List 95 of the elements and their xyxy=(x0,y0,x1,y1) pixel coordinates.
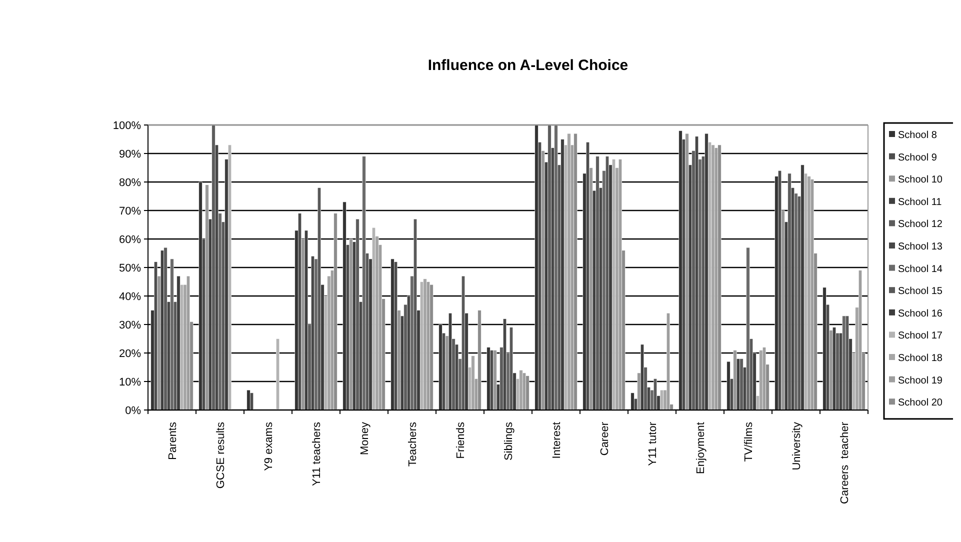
x-tick-label: Teachers xyxy=(407,422,419,467)
bar xyxy=(842,316,846,410)
bar xyxy=(630,392,634,410)
y-tick-label: 10% xyxy=(118,376,142,388)
bar xyxy=(362,156,366,410)
bar xyxy=(176,276,180,410)
bar xyxy=(704,133,708,410)
legend-label: School 16 xyxy=(898,308,943,320)
bar xyxy=(170,258,174,410)
y-tick-label: 60% xyxy=(118,234,142,246)
legend-label: School 9 xyxy=(898,152,938,164)
x-tick-label: TV/films xyxy=(743,422,755,462)
x-tick-label: Careers teacher xyxy=(839,422,851,504)
y-tick-label: 70% xyxy=(118,206,142,218)
legend-label: School 11 xyxy=(898,196,942,208)
bar xyxy=(198,182,202,410)
legend-label: School 17 xyxy=(898,330,943,342)
x-tick-label: Interest xyxy=(551,422,563,459)
legend-label: School 15 xyxy=(898,286,943,298)
bar xyxy=(596,156,600,410)
bar xyxy=(205,184,209,410)
bar xyxy=(509,327,514,410)
bar xyxy=(276,338,280,410)
legend-label: School 8 xyxy=(898,130,938,141)
bar xyxy=(334,213,338,410)
bar xyxy=(858,270,862,410)
bar xyxy=(711,144,715,410)
legend-label: School 10 xyxy=(898,174,943,186)
legend-label: School 18 xyxy=(898,353,943,364)
bar xyxy=(800,164,804,410)
bar xyxy=(438,324,442,410)
bar xyxy=(356,218,360,410)
bar xyxy=(486,347,490,410)
bar xyxy=(678,130,682,410)
bar xyxy=(746,247,750,410)
bar xyxy=(471,356,475,410)
bar xyxy=(653,378,658,410)
y-tick-label: 20% xyxy=(118,348,142,360)
bar xyxy=(519,370,523,410)
legend-label: School 13 xyxy=(898,242,943,252)
bar xyxy=(534,124,538,410)
bar xyxy=(493,350,497,410)
bar xyxy=(423,278,427,410)
bar xyxy=(250,392,254,410)
bar xyxy=(526,376,530,410)
bar xyxy=(430,284,434,410)
x-tick-label: Y9 exams xyxy=(263,422,275,471)
bar xyxy=(759,350,763,410)
bar xyxy=(478,310,482,410)
bar xyxy=(733,350,737,410)
bar xyxy=(567,133,571,410)
x-tick-label: Friends xyxy=(455,422,467,459)
y-tick-label: 80% xyxy=(118,177,142,189)
bar xyxy=(822,287,826,410)
bar xyxy=(548,124,552,410)
bar xyxy=(666,312,670,410)
bar xyxy=(807,176,811,410)
y-tick-label: 90% xyxy=(118,148,142,160)
bar xyxy=(560,139,564,410)
y-tick-label: 0% xyxy=(125,405,142,417)
bar xyxy=(304,230,308,410)
bar xyxy=(740,358,744,410)
bar xyxy=(342,202,346,410)
x-tick-label: Career xyxy=(599,422,611,456)
bar xyxy=(554,124,558,410)
bar xyxy=(413,218,418,410)
x-tick-label: Y11 teachers xyxy=(311,422,323,486)
bar xyxy=(246,390,250,410)
x-tick-label: Enjoyment xyxy=(695,422,707,474)
bar xyxy=(349,238,353,410)
bar xyxy=(228,144,232,410)
bar xyxy=(574,133,578,410)
bar xyxy=(685,133,689,410)
y-tick-label: 50% xyxy=(118,262,142,274)
legend-label: School 14 xyxy=(898,264,943,275)
y-tick-label: 100% xyxy=(112,120,142,132)
bar xyxy=(788,173,792,410)
legend-label: School 20 xyxy=(898,398,943,409)
x-tick-label: Parents xyxy=(167,422,179,460)
bar xyxy=(390,258,394,410)
bar xyxy=(164,247,168,410)
x-tick-label: Siblings xyxy=(503,422,515,461)
bar xyxy=(317,188,322,410)
x-tick-label: Y11 tutor xyxy=(647,422,659,466)
bar xyxy=(212,124,216,410)
x-tick-label: GCSE results xyxy=(215,422,227,489)
legend-label: School 12 xyxy=(898,219,943,230)
y-tick-label: 40% xyxy=(118,291,142,303)
legend-label: School 19 xyxy=(898,375,943,386)
x-tick-label: Money xyxy=(359,422,371,456)
bar xyxy=(726,361,730,410)
x-tick-label: University xyxy=(791,422,803,470)
bar xyxy=(718,144,722,410)
chart-title: Influence on A-Level Choice xyxy=(428,57,628,74)
y-tick-label: 30% xyxy=(118,320,142,332)
